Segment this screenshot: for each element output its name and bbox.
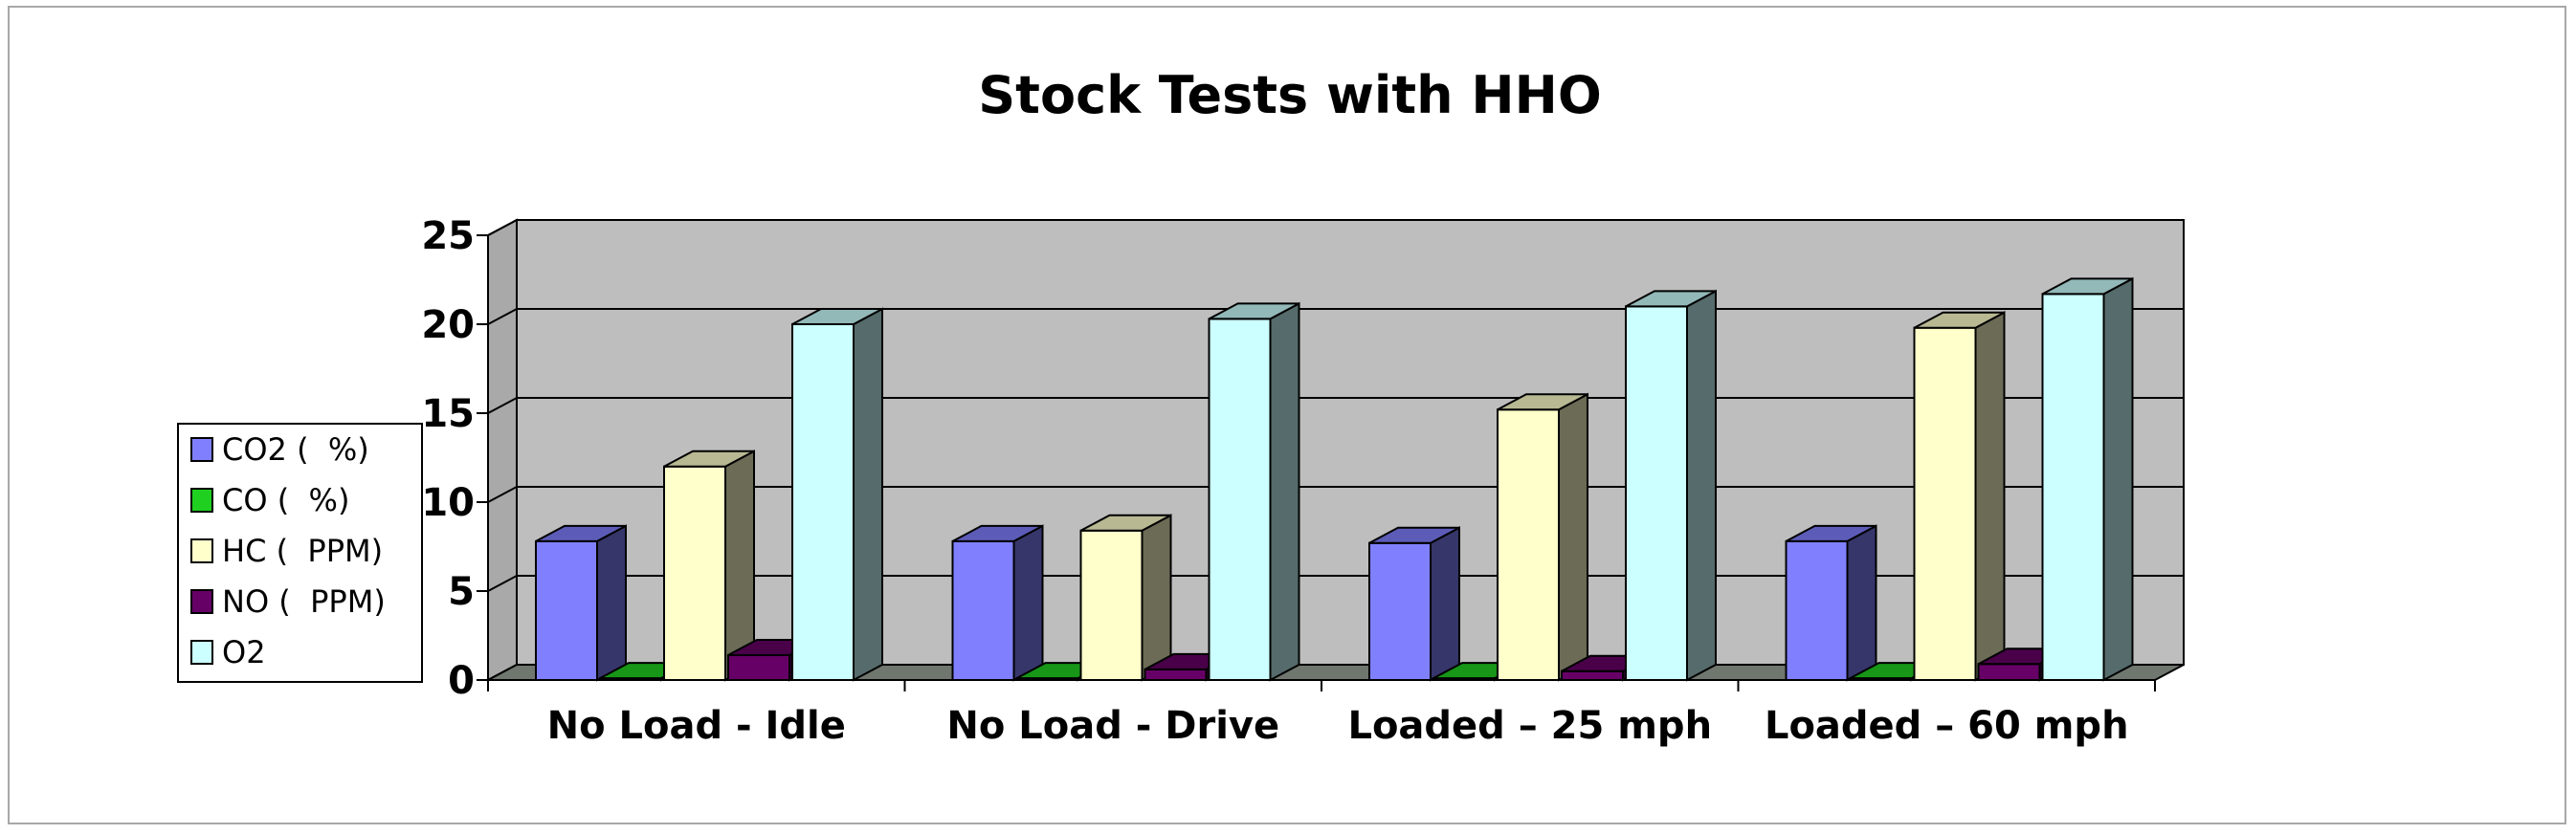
- bar-top: [1080, 514, 1171, 532]
- bar-side: [2102, 276, 2134, 682]
- bar: [1368, 526, 1460, 682]
- bar: [1208, 301, 1300, 682]
- y-tick-label: 10: [421, 481, 475, 525]
- bar-side: [853, 307, 883, 682]
- legend-swatch: [190, 538, 213, 563]
- legend-label: NO ( PPM): [222, 583, 386, 620]
- bar-front: [535, 539, 598, 681]
- bar-top: [952, 524, 1043, 542]
- legend-swatch: [190, 589, 213, 614]
- legend-label: HC ( PPM): [222, 533, 383, 569]
- bar-top: [1497, 393, 1588, 411]
- bar: [535, 524, 627, 682]
- bar-side: [1141, 514, 1172, 682]
- bar-front: [1497, 408, 1560, 681]
- bar-top: [535, 524, 627, 542]
- bar-front: [663, 465, 726, 681]
- gridline: [487, 219, 2184, 236]
- bar-top: [791, 308, 883, 325]
- x-tick-label: Loaded – 25 mph: [1347, 704, 1712, 748]
- bars: [535, 276, 2134, 682]
- bar: [791, 307, 883, 682]
- bar-front: [1144, 668, 1208, 682]
- y-tick-label: 20: [421, 303, 475, 347]
- bar-front: [791, 323, 855, 681]
- bar-side: [1974, 311, 2006, 682]
- bar-top: [2042, 277, 2133, 296]
- legend-label: O2: [222, 634, 266, 670]
- bar: [663, 450, 755, 682]
- bar-front: [1079, 529, 1144, 682]
- bar-front: [1368, 541, 1432, 682]
- y-axis-ticks: 0 5 10 15 20 25: [421, 214, 489, 703]
- bar-top: [663, 450, 755, 468]
- legend-label: CO2 ( %): [222, 431, 369, 468]
- legend-item: CO2 ( %): [190, 431, 369, 468]
- bar-side: [596, 524, 627, 682]
- bar-side: [1430, 526, 1460, 682]
- x-tick-label: No Load - Idle: [547, 704, 846, 748]
- bar-side: [1269, 301, 1300, 682]
- bar-top: [1914, 311, 2005, 329]
- legend-item: CO ( %): [190, 482, 349, 518]
- bar-side: [1012, 524, 1044, 682]
- x-tick-label: Loaded – 60 mph: [1765, 704, 2129, 748]
- bar-side: [1558, 392, 1588, 682]
- bar-front: [1561, 669, 1624, 682]
- bar-front: [1625, 305, 1688, 681]
- bar: [951, 524, 1044, 682]
- bar-front: [1913, 326, 1977, 681]
- legend-item: HC ( PPM): [190, 533, 383, 569]
- bar-side: [1846, 524, 1877, 682]
- x-axis-labels: No Load - Idle No Load - Drive Loaded – 25…: [487, 680, 2156, 748]
- y-tick-label: 25: [421, 214, 475, 258]
- bar: [1497, 392, 1588, 682]
- chart-title: Stock Tests with HHO: [978, 65, 1601, 125]
- bar: [1625, 289, 1717, 682]
- y-tick-label: 15: [421, 392, 475, 436]
- legend-swatch: [190, 488, 213, 513]
- x-tick-label: No Load - Drive: [946, 704, 1279, 748]
- bar-top: [1786, 524, 1876, 542]
- bar: [1079, 514, 1172, 682]
- legend-swatch: [190, 640, 213, 665]
- bar: [1913, 311, 2006, 682]
- bar-front: [2041, 293, 2105, 681]
- side-wall: [487, 218, 518, 682]
- legend-item: O2: [190, 634, 266, 670]
- legend: CO2 ( %) CO ( %) HC ( PPM) NO ( PPM) O2: [177, 423, 423, 683]
- bar-top: [1368, 526, 1460, 544]
- bar-front: [1977, 663, 2041, 682]
- bar-front: [1208, 318, 1272, 681]
- legend-swatch: [190, 437, 213, 462]
- bar-front: [951, 539, 1015, 681]
- bar-front: [1785, 539, 1849, 681]
- legend-label: CO ( %): [222, 482, 349, 518]
- y-tick-label: 5: [448, 570, 475, 614]
- bar-side: [1686, 289, 1717, 682]
- legend-item: NO ( PPM): [190, 583, 386, 620]
- bar: [2041, 276, 2134, 682]
- bar-top: [1209, 302, 1299, 320]
- bar-top: [1625, 290, 1717, 308]
- bar-front: [727, 653, 790, 682]
- y-tick-label: 0: [448, 659, 475, 703]
- bar: [1785, 524, 1877, 682]
- legend-box: [177, 423, 423, 683]
